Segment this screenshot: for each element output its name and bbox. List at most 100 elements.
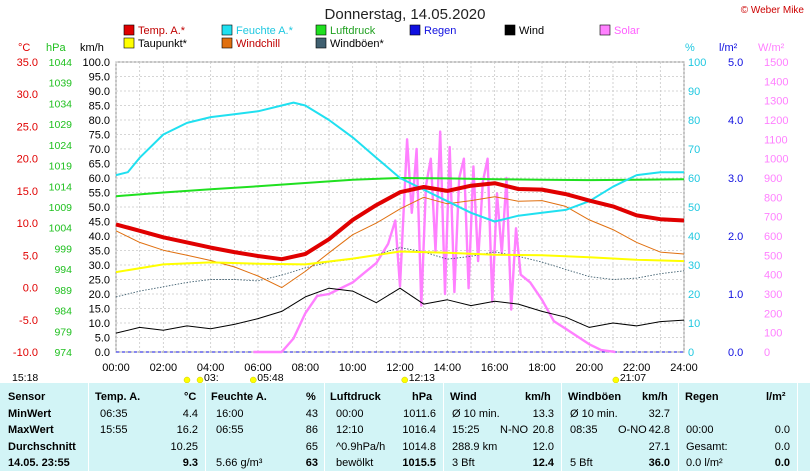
tick-solar: 1000 xyxy=(764,154,788,166)
tick-hpa: 1019 xyxy=(49,161,73,173)
tick-kmh: 80.0 xyxy=(89,115,110,127)
gust-value: 42.8 xyxy=(648,424,670,436)
gust-value: 27.1 xyxy=(648,441,670,453)
gust-value: 32.7 xyxy=(648,408,670,420)
tick-kmh: 55.0 xyxy=(89,188,110,200)
gust-value: 36.0 xyxy=(648,457,670,469)
tick-temp: 30.0 xyxy=(17,89,38,101)
tick-hpa: 994 xyxy=(54,264,72,276)
sun-marker xyxy=(196,376,204,383)
tick-pct: 30 xyxy=(688,260,700,272)
row-label: 14.05. 23:55 xyxy=(8,457,70,469)
legend-swatch xyxy=(221,24,233,36)
tick-hpa: 1004 xyxy=(49,223,73,235)
wind-info: 288.9 km xyxy=(452,441,498,453)
tick-kmh: 75.0 xyxy=(89,130,110,142)
rain-info: Gesamt: xyxy=(686,441,728,453)
legend-label: Wind xyxy=(519,25,544,37)
header-rain: Regen xyxy=(685,391,719,403)
tick-temp: 15.0 xyxy=(17,186,38,198)
tick-hpa: 1014 xyxy=(49,181,73,193)
sun-time-label: 12:13 xyxy=(409,372,435,383)
series-line-temp-a xyxy=(115,181,685,262)
tick-kmh: 60.0 xyxy=(89,173,110,185)
legend-label: Windböen* xyxy=(330,38,385,50)
tick-x: 10:00 xyxy=(339,362,367,374)
wind-value: 13.3 xyxy=(532,408,554,420)
rain-value: 0.0 xyxy=(774,424,790,436)
tick-kmh: 70.0 xyxy=(89,144,110,156)
tick-pct: 70 xyxy=(688,144,700,156)
axis-title-kmh: km/h xyxy=(80,42,104,54)
tick-temp: 10.0 xyxy=(17,218,38,230)
wind-info: 3 Bft xyxy=(452,457,475,469)
tick-x: 18:00 xyxy=(528,362,556,374)
legend-swatch xyxy=(123,24,135,36)
axis-title-rain: l/m² xyxy=(719,42,738,54)
header-pressure-unit: hPa xyxy=(412,391,433,403)
tick-solar: 900 xyxy=(764,173,782,185)
legend-label: Taupunkt* xyxy=(138,38,188,50)
series-line-windchill xyxy=(115,196,685,289)
tick-temp: 25.0 xyxy=(17,121,38,133)
tick-pct: 100 xyxy=(688,57,706,69)
tick-pct: 10 xyxy=(688,318,700,330)
tick-pct: 80 xyxy=(688,115,700,127)
legend-swatch xyxy=(599,24,611,36)
rain-value: 0.0 xyxy=(774,441,790,453)
tick-rain: 5.0 xyxy=(728,57,743,69)
row-label: MinWert xyxy=(8,408,52,420)
tick-rain: 2.0 xyxy=(728,231,743,243)
tick-solar: 0 xyxy=(764,347,770,359)
header-temp: Temp. A. xyxy=(95,391,141,403)
tick-solar: 400 xyxy=(764,270,782,282)
tick-pct: 20 xyxy=(688,289,700,301)
tick-kmh: 15.0 xyxy=(89,304,110,316)
tick-kmh: 65.0 xyxy=(89,159,110,171)
header-pressure: Luftdruck xyxy=(330,391,381,403)
row-label: MaxWert xyxy=(8,424,54,436)
pressure-time: bewölkt xyxy=(336,457,374,469)
pressure-time: 12:10 xyxy=(336,424,364,436)
legend-label: Solar xyxy=(614,25,640,37)
legend-swatch xyxy=(315,37,327,49)
humidity-time: 5.66 g/m³ xyxy=(216,457,263,469)
pressure-value: 1016.4 xyxy=(402,424,436,436)
header-temp-unit: °C xyxy=(184,391,197,403)
tick-solar: 200 xyxy=(764,308,782,320)
wind-value: 12.0 xyxy=(532,441,554,453)
temp-time: 15:55 xyxy=(100,424,128,436)
tick-temp: -10.0 xyxy=(13,347,38,359)
tick-pct: 60 xyxy=(688,173,700,185)
tick-pct: 0 xyxy=(688,347,694,359)
humidity-time: 16:00 xyxy=(216,408,244,420)
sun-marker xyxy=(612,376,620,383)
humidity-value: 65 xyxy=(305,441,318,453)
tick-rain: 4.0 xyxy=(728,115,743,127)
wind-info: 15:25 xyxy=(452,424,480,436)
series-line-feuchte-a xyxy=(115,101,684,223)
header-rain-unit: l/m² xyxy=(766,391,786,403)
wind-value: 20.8 xyxy=(532,424,554,436)
tick-kmh: 5.0 xyxy=(95,333,110,345)
tick-hpa: 1009 xyxy=(49,202,73,214)
temp-value: 4.4 xyxy=(182,408,198,420)
tick-x: 20:00 xyxy=(576,362,604,374)
tick-solar: 1400 xyxy=(764,76,788,88)
tick-kmh: 20.0 xyxy=(89,289,110,301)
tick-temp: 20.0 xyxy=(17,154,38,166)
tick-kmh: 10.0 xyxy=(89,318,110,330)
tick-pct: 40 xyxy=(688,231,700,243)
sun-marker xyxy=(183,376,191,383)
humidity-value: 43 xyxy=(305,408,318,420)
tick-kmh: 30.0 xyxy=(89,260,110,272)
wind-direction: N-NO xyxy=(500,424,529,436)
tick-hpa: 979 xyxy=(54,326,72,338)
tick-rain: 3.0 xyxy=(728,173,743,185)
sun-time-label: 03: xyxy=(204,372,219,383)
legend-label: Windchill xyxy=(236,38,280,50)
wind-value: 12.4 xyxy=(532,457,554,469)
rain-value: 0.0 xyxy=(774,457,790,469)
rain-info: 00:00 xyxy=(686,424,714,436)
tick-kmh: 0.0 xyxy=(95,347,110,359)
